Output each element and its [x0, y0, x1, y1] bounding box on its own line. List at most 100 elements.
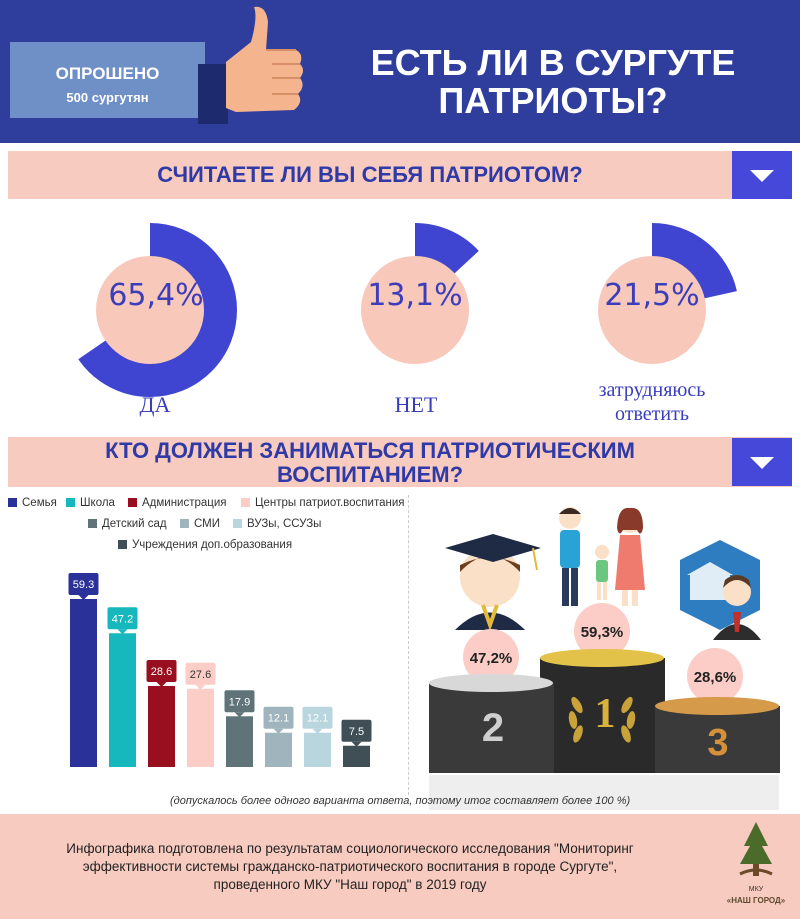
donut-undecided-label: затрудняюсь ответить — [572, 378, 732, 426]
page-title: ЕСТЬ ЛИ В СУРГУТЕ ПАТРИОТЫ? — [318, 44, 788, 120]
legend-item: Школа — [66, 497, 115, 509]
badge-title: ОПРОШЕНО — [55, 64, 160, 83]
donut-no-value: 13,1% — [367, 278, 463, 313]
footer-line3: проведенного МКУ "Наш город" в 2019 году — [213, 877, 487, 892]
donut-undecided-value: 21,5% — [604, 278, 700, 313]
data-label-pointer — [156, 681, 167, 687]
bar — [187, 688, 214, 767]
data-label: 7.5 — [349, 726, 364, 738]
question1-text: СЧИТАЕТЕ ЛИ ВЫ СЕБЯ ПАТРИОТОМ? — [157, 162, 583, 187]
donut-yes — [63, 223, 237, 397]
bar — [70, 598, 97, 767]
bar — [265, 732, 292, 767]
podium-number-third: 3 — [707, 722, 729, 764]
legend-item: Центры патриот.воспитания — [241, 497, 404, 509]
family-icon — [559, 507, 645, 606]
thumbs-up-icon — [198, 6, 303, 124]
chevron-down-icon — [732, 151, 792, 199]
chart-legend: Семья Школа Администрация Центры патриот… — [0, 497, 420, 557]
legend-swatch — [128, 498, 137, 507]
question2-line1: КТО ДОЛЖЕН ЗАНИМАТЬСЯ ПАТРИОТИЧЕСКИМ — [105, 438, 635, 463]
data-label-box — [185, 662, 216, 685]
data-label: 59.3 — [73, 579, 94, 591]
chevron-down-icon — [732, 438, 792, 486]
legend-swatch — [180, 519, 189, 528]
legend-item: Администрация — [128, 497, 227, 509]
data-label-pointer — [117, 629, 128, 635]
bar — [109, 633, 136, 767]
bar — [148, 685, 175, 767]
legend-item: Семья — [8, 497, 57, 509]
bar — [226, 716, 253, 767]
legend-swatch — [66, 498, 75, 507]
legend-swatch — [118, 540, 127, 549]
data-label-box — [68, 572, 99, 595]
data-label: 17.9 — [229, 696, 250, 708]
legend-swatch — [88, 519, 97, 528]
legend-label: Детский сад — [102, 518, 167, 530]
data-label-box — [107, 607, 138, 630]
survey-badge: ОПРОШЕНО 500 сургутян — [10, 42, 205, 118]
question2-line2: ВОСПИТАНИЕМ? — [276, 462, 464, 487]
legend-item: ВУЗы, ССУЗы — [233, 518, 321, 530]
data-label: 47.2 — [112, 613, 133, 625]
legend-item: СМИ — [180, 518, 220, 530]
donut-undecided-label-line2: ответить — [615, 403, 689, 425]
data-label: 27.6 — [190, 669, 211, 681]
podium-circle-first — [574, 603, 630, 659]
legend-item: Учреждения доп.образования — [118, 539, 292, 551]
badge-subtitle: 500 сургутян — [66, 90, 149, 105]
data-label-pointer — [273, 728, 284, 734]
footer-line1: Инфографика подготовлена по результатам … — [66, 841, 634, 856]
legend-label: Школа — [80, 497, 115, 509]
data-label-box — [224, 690, 255, 713]
data-label-box — [302, 706, 333, 729]
logo-emblem-icon — [739, 822, 773, 876]
graduate-icon — [445, 534, 541, 632]
podium-value-second: 47,2% — [469, 650, 513, 667]
footer-text: Инфографика подготовлена по результатам … — [10, 840, 690, 894]
chart-divider — [408, 495, 409, 795]
legend-label: Центры патриот.воспитания — [255, 497, 405, 509]
question2-band: КТО ДОЛЖЕН ЗАНИМАТЬСЯ ПАТРИОТИЧЕСКИМ ВОС… — [8, 437, 792, 487]
footer: Инфографика подготовлена по результатам … — [0, 814, 800, 919]
podium-illustration — [429, 507, 780, 810]
legend-item: Детский сад — [88, 518, 167, 530]
podium-value-third: 28,6% — [693, 669, 737, 686]
donut-no — [328, 223, 502, 397]
bar — [304, 732, 331, 767]
data-label-pointer — [234, 712, 245, 718]
podium-circle-third — [687, 648, 743, 704]
donut-yes-value: 65,4% — [108, 278, 204, 313]
data-label-box — [146, 659, 177, 682]
legend-label: Семья — [22, 497, 57, 509]
podium-circle-second — [463, 629, 519, 685]
data-label-pointer — [312, 728, 323, 734]
legend-swatch — [8, 498, 17, 507]
podium-number-second: 2 — [481, 706, 505, 750]
data-label: 12.1 — [268, 713, 289, 725]
data-label: 12.1 — [307, 713, 328, 725]
donut-yes-label: ДА — [139, 392, 171, 417]
legend-label: ВУЗы, ССУЗы — [247, 518, 322, 530]
podium-number-first: 1 — [594, 691, 616, 737]
podium-first — [540, 658, 665, 773]
laurel-icon — [568, 696, 636, 743]
logo-line2: «НАШ ГОРОД» — [726, 896, 786, 905]
header-banner: ОПРОШЕНО 500 сургутян ЕСТЬ ЛИ В СУРГУТЕ … — [0, 0, 800, 143]
donut-undecided-label-line1: затрудняюсь — [598, 379, 706, 401]
podium-reflection — [429, 775, 779, 810]
legend-swatch — [233, 519, 242, 528]
legend-label: Администрация — [142, 497, 227, 509]
donut-no-label: НЕТ — [394, 392, 438, 417]
logo-line1: МКУ — [748, 886, 764, 893]
footer-line2: эффективности системы гражданско-патриот… — [82, 859, 618, 874]
podium-value-first: 59,3% — [580, 624, 624, 641]
bar-chart: 59.3 47.2 28.6 27.6 17.9 12.1 12.1 7.5 — [68, 572, 372, 767]
legend-label: СМИ — [194, 518, 221, 530]
podium-second — [429, 683, 554, 773]
data-label-box — [263, 706, 294, 729]
legend-label: Учреждения доп.образования — [132, 539, 293, 551]
data-label-pointer — [195, 684, 206, 690]
data-label-box — [341, 719, 372, 742]
